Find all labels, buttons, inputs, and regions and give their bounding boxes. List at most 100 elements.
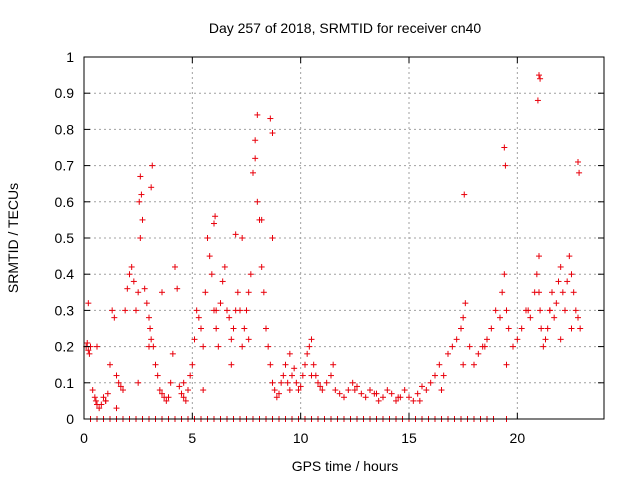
data-point (136, 198, 143, 205)
data-point (484, 336, 490, 343)
data-point (572, 307, 579, 314)
data-point (133, 307, 139, 314)
data-point (295, 387, 302, 394)
y-tick-label: 0.8 (55, 121, 75, 137)
data-point (323, 379, 330, 386)
data-point (204, 235, 211, 241)
data-point (553, 300, 560, 307)
data-point (328, 372, 334, 379)
data-point (232, 231, 239, 238)
y-tick-label: 0.6 (55, 194, 75, 210)
data-point (555, 278, 562, 285)
data-point (180, 379, 187, 386)
data-point (187, 372, 194, 379)
data-point (297, 383, 304, 390)
data-point (315, 379, 321, 386)
data-point (217, 300, 224, 307)
data-point (510, 343, 516, 350)
data-point (84, 339, 91, 346)
data-point (247, 271, 254, 278)
data-point (289, 372, 295, 379)
grid (84, 57, 604, 419)
data-point (263, 325, 269, 332)
data-point (423, 387, 430, 394)
data-point (568, 271, 575, 278)
data-point (143, 300, 150, 307)
data-point (273, 394, 280, 401)
data-point (215, 343, 222, 350)
data-point (432, 372, 438, 379)
data-point (174, 285, 181, 292)
data-point (284, 379, 291, 386)
data-point (200, 343, 207, 350)
data-point (570, 289, 577, 296)
data-point (501, 144, 508, 151)
data-point (269, 235, 276, 241)
data-point (130, 278, 137, 285)
data-point (92, 397, 99, 404)
data-point (113, 405, 120, 412)
data-point (139, 216, 146, 223)
data-point (503, 307, 510, 314)
data-point (533, 271, 540, 278)
data-point (211, 220, 217, 227)
data-point (147, 325, 154, 332)
data-point (258, 216, 265, 223)
data-point (514, 336, 521, 343)
data-point (163, 397, 170, 404)
data-point (445, 350, 451, 357)
data-point (501, 271, 508, 278)
data-point (302, 361, 308, 368)
data-point (221, 263, 228, 270)
data-point (269, 130, 276, 137)
data-point (85, 300, 92, 307)
data-point (562, 307, 568, 314)
x-tick-label: 10 (293, 430, 309, 446)
data-point (551, 314, 558, 321)
data-point (475, 350, 482, 357)
data-point (178, 390, 185, 397)
x-axis-label: GPS time / hours (292, 458, 399, 474)
x-tick-label: 5 (188, 430, 196, 446)
data-point (546, 307, 553, 314)
y-tick-label: 0.4 (55, 266, 75, 282)
data-points (83, 72, 584, 422)
chart-title: Day 257 of 2018, SRMTID for receiver cn4… (209, 20, 482, 36)
data-point (414, 390, 421, 397)
data-point (538, 325, 545, 332)
data-point (258, 263, 265, 270)
data-point (575, 158, 581, 165)
data-point (536, 289, 542, 296)
data-point (135, 289, 142, 296)
data-point (234, 289, 241, 296)
data-point (406, 394, 412, 401)
data-point (349, 379, 356, 386)
data-point (224, 307, 230, 314)
data-point (91, 394, 98, 401)
data-point (208, 271, 215, 278)
data-point (115, 379, 122, 386)
data-point (306, 343, 313, 350)
data-point (245, 289, 252, 296)
data-point (195, 314, 202, 321)
data-point (180, 394, 187, 401)
data-point (230, 325, 237, 332)
data-point (304, 350, 311, 357)
data-point (286, 387, 293, 394)
data-point (488, 325, 495, 332)
data-point (165, 394, 172, 401)
data-point (453, 336, 460, 343)
y-axis-label: SRMTID / TECUs (5, 183, 21, 293)
data-point (135, 379, 142, 386)
data-point (113, 372, 120, 379)
data-point (438, 387, 445, 394)
data-point (252, 137, 259, 144)
data-point (111, 314, 118, 321)
data-point (226, 314, 233, 321)
data-point (458, 325, 464, 332)
x-tick-label: 15 (401, 430, 417, 446)
data-point (540, 343, 547, 350)
data-point (499, 289, 506, 296)
data-point (544, 325, 551, 332)
data-point (120, 387, 126, 394)
